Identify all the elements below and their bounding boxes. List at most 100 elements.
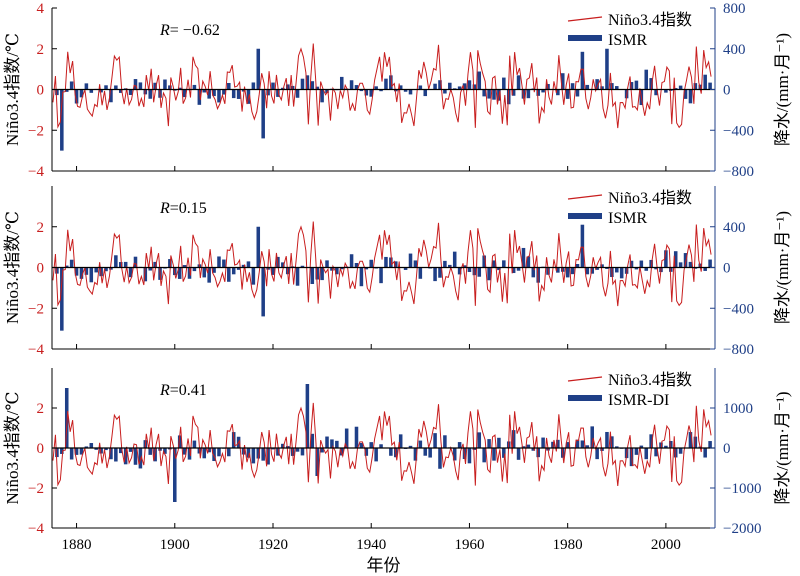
data-bar [433,83,437,90]
data-bar [605,48,609,90]
data-bar [413,260,418,268]
data-bar [325,89,329,93]
right-tick-label: 0 [723,441,731,457]
left-tick-label: −2 [28,481,44,497]
data-bar [634,448,639,455]
data-bar [118,262,123,268]
data-bar [104,85,108,90]
left-tick-label: −4 [28,342,44,358]
data-bar [241,264,246,268]
correlation-label: R=0.41 [159,382,207,399]
data-bar [487,89,491,99]
data-bar [502,77,506,90]
data-bar [330,439,334,448]
data-bar [384,78,388,90]
right-tick-label: −2000 [723,521,761,537]
data-bar [585,445,590,448]
data-bar [320,267,324,281]
data-bar [295,448,300,452]
data-bar [408,89,413,95]
data-bar [369,259,373,268]
data-bar [359,267,364,287]
left-tick-label: 2 [37,42,45,58]
data-bar [251,448,256,464]
data-bar [192,84,197,90]
data-bar [148,89,152,99]
data-bar [644,267,649,271]
data-bar [281,87,285,90]
data-bar [118,89,123,93]
data-bar [212,448,216,462]
data-bar [261,448,265,461]
data-bar [678,262,683,268]
legend-line-swatch [567,194,603,200]
legend-label: Niño3.4指数 [608,371,692,389]
right-tick-label: −800 [723,164,754,180]
legend-label: ISMR [608,32,647,49]
data-bar [448,82,452,90]
data-bar [423,448,428,456]
data-bar [398,85,403,90]
data-bar [575,264,580,268]
data-bar [344,428,349,448]
data-bar [104,267,108,272]
right-tick-label: 400 [723,220,746,236]
data-bar [565,267,570,278]
data-bar [408,253,413,268]
data-bar [305,75,310,90]
data-bar [310,81,315,90]
data-bar [590,426,594,448]
data-bar [330,267,334,271]
data-bar [389,75,393,90]
data-bar [256,448,261,459]
data-bar [556,439,560,448]
data-bar [585,84,590,90]
data-bar [477,267,482,277]
data-bar [669,441,673,448]
data-bar [128,267,133,278]
data-bar [526,444,531,448]
data-bar [128,89,133,95]
data-bar [492,448,496,461]
data-bar [325,260,329,268]
data-bar [678,85,683,90]
data-bar [398,434,403,448]
data-bar [217,256,221,268]
data-bar [452,448,457,461]
x-tick-label: 1960 [454,537,484,553]
data-bar [256,226,261,268]
data-bar [492,260,496,268]
right-tick-label: −800 [723,342,754,358]
data-bar [595,267,599,270]
data-bar [418,267,423,279]
data-bar [654,448,658,457]
x-axis-label: 年份 [367,556,401,575]
data-bar [457,86,462,90]
data-bar [109,267,113,270]
data-bar [295,89,300,98]
right-tick-label: 800 [723,1,746,17]
legend-bar-swatch [568,213,602,219]
data-bar [511,267,516,274]
data-bar [359,89,364,92]
data-bar [511,430,516,448]
data-bar [438,267,442,278]
data-bar [310,433,315,448]
data-bar [246,448,251,458]
right-axis-label: 降水/(mm·月⁻¹) [773,211,792,324]
data-bar [202,89,207,93]
data-bar [148,448,152,455]
data-bar [364,89,369,96]
data-bar [433,433,437,448]
data-bar [281,262,285,268]
data-bar [541,437,545,448]
nino-series-line [52,221,712,307]
correlation-label: R= −0.62 [159,22,220,39]
data-bar [629,82,634,90]
data-bar [649,78,653,90]
data-bar [693,436,698,448]
data-bar [212,89,216,97]
data-bar [133,448,138,465]
data-bar [310,267,315,284]
